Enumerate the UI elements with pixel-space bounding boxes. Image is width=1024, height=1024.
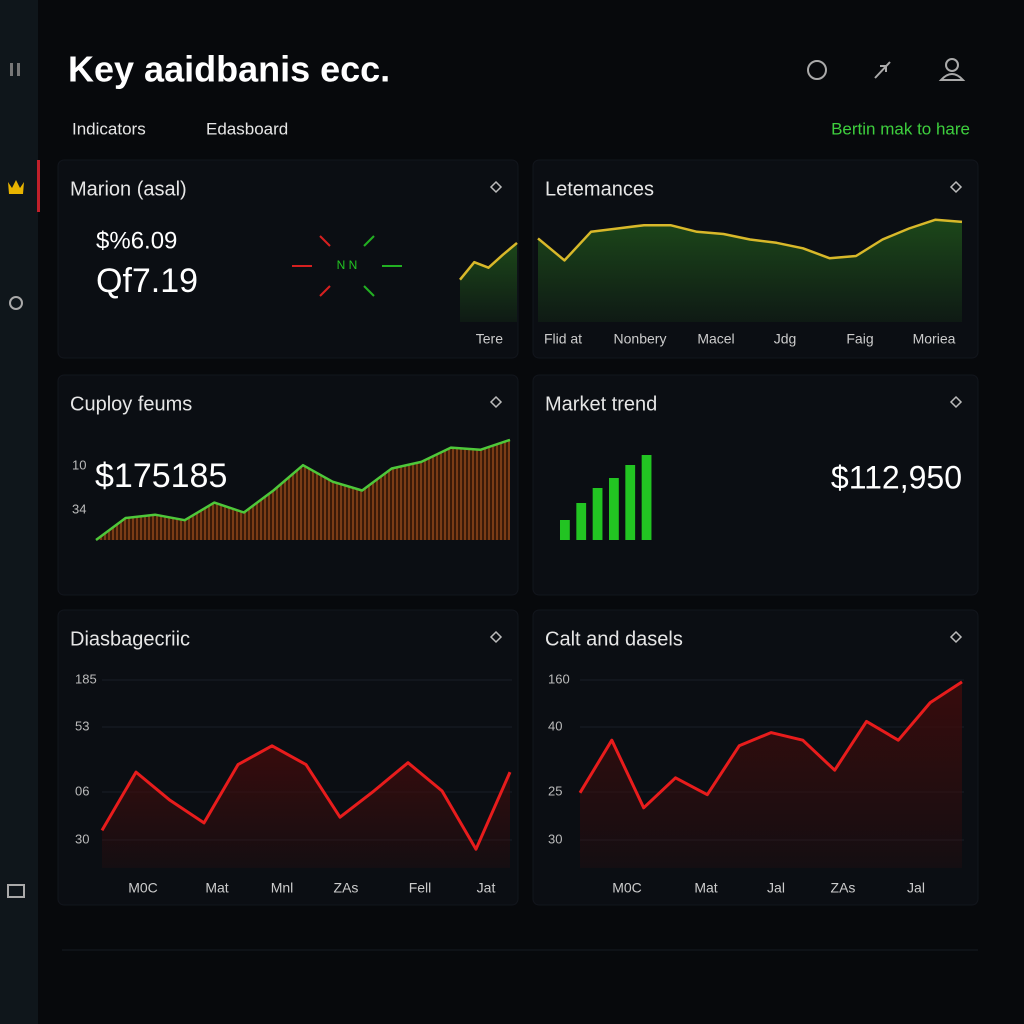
line <box>537 218 963 262</box>
indicator-glyph <box>292 235 402 297</box>
tab[interactable]: Indicators <box>72 119 146 138</box>
panel-title: Marion (asal) <box>70 178 187 200</box>
panel-menu-icon[interactable] <box>949 180 963 194</box>
x-label: Jdg <box>774 331 797 347</box>
figure: $%6.09 <box>96 227 177 254</box>
x-label: Jal <box>907 880 925 896</box>
tab[interactable]: Edasboard <box>206 119 288 138</box>
sidebar-icon <box>17 63 20 76</box>
figure: $112,950 <box>831 459 962 495</box>
figure: Qf7.19 <box>96 262 198 300</box>
y-label: 30 <box>548 831 562 846</box>
line <box>578 680 963 810</box>
line <box>459 241 518 281</box>
y-label: 185 <box>75 671 97 686</box>
y-label: 160 <box>548 671 570 686</box>
bar <box>609 478 619 540</box>
panel-menu-icon[interactable] <box>949 395 963 409</box>
x-label: Mat <box>205 880 228 896</box>
bar <box>560 520 570 540</box>
area-fill <box>102 745 510 868</box>
x-label: Mnl <box>271 880 294 896</box>
y-label: 53 <box>75 718 89 733</box>
area-fill <box>538 219 962 322</box>
y-label: 06 <box>75 783 89 798</box>
panel-menu-icon[interactable] <box>949 630 963 644</box>
panel-title: Calt and dasels <box>545 628 683 650</box>
sidebar <box>0 0 38 1024</box>
user-icon[interactable] <box>945 58 959 72</box>
x-label: Jat <box>477 880 496 896</box>
user-icon <box>938 73 966 81</box>
bar <box>641 455 652 540</box>
x-label: Fell <box>409 880 432 896</box>
y-label: 40 <box>548 718 562 733</box>
x-label: Tere <box>476 331 503 347</box>
sidebar-icon[interactable] <box>9 296 23 310</box>
x-label: Faig <box>846 331 873 347</box>
line <box>100 744 512 851</box>
sidebar-icon-active[interactable] <box>8 180 24 194</box>
area-fill <box>96 439 510 540</box>
y-label: 34 <box>72 501 86 516</box>
area-fill <box>580 681 962 868</box>
bar <box>625 465 636 540</box>
x-label: Moriea <box>913 331 956 347</box>
sidebar-icon[interactable] <box>10 63 13 76</box>
bar <box>576 503 587 540</box>
action-link[interactable]: Bertin mak to hare <box>831 119 970 138</box>
y-label: 25 <box>548 783 562 798</box>
line <box>95 438 511 542</box>
indicator: N N <box>337 258 358 272</box>
panel-title: Letemances <box>545 178 654 200</box>
panel-title: Diasbagecriic <box>70 628 190 650</box>
x-label: Flid at <box>544 331 582 347</box>
panel-title: Cuploy feums <box>70 393 192 415</box>
power-icon[interactable] <box>807 60 827 80</box>
x-label: ZAs <box>831 880 856 896</box>
panel-title: Market trend <box>545 393 657 415</box>
x-label: ZAs <box>334 880 359 896</box>
x-label: Macel <box>697 331 734 347</box>
panel-menu-icon[interactable] <box>489 395 503 409</box>
link-icon[interactable] <box>874 61 891 79</box>
panel-menu-icon[interactable] <box>489 630 503 644</box>
panel <box>57 159 519 359</box>
x-label: Jal <box>767 880 785 896</box>
panel-menu-icon[interactable] <box>489 180 503 194</box>
sidebar-icon[interactable] <box>7 884 25 898</box>
active-indicator <box>37 160 40 212</box>
y-label: 10 <box>72 457 86 472</box>
figure: $175185 <box>95 457 227 495</box>
y-label: 30 <box>75 831 89 846</box>
x-label: Nonbery <box>614 331 667 347</box>
x-label: Mat <box>694 880 717 896</box>
x-label: M0C <box>128 880 158 896</box>
x-label: M0C <box>612 880 642 896</box>
bar <box>592 488 603 540</box>
page-title: Key aaidbanis ecc. <box>68 49 390 90</box>
